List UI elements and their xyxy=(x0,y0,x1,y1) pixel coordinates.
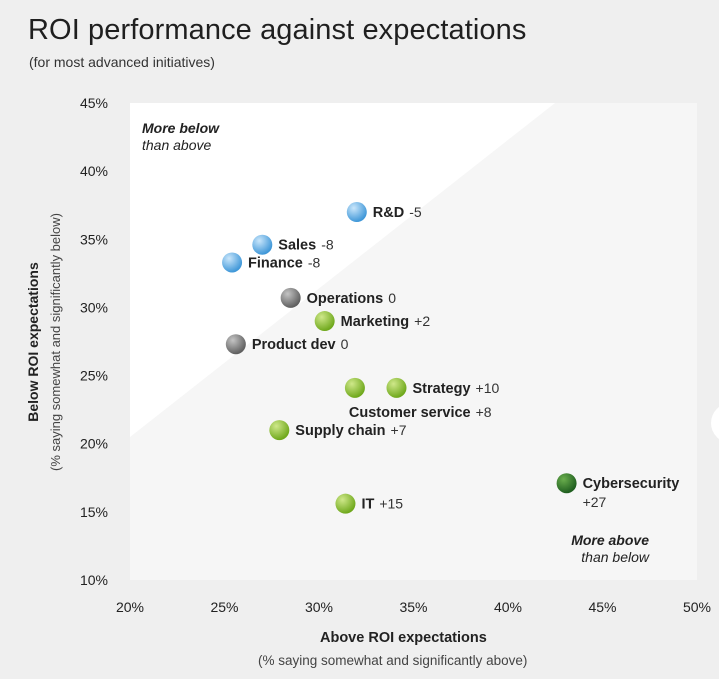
point-marker xyxy=(386,377,407,398)
point-finance: Finance -8 xyxy=(222,252,321,273)
y-tick-label: 45% xyxy=(80,95,108,111)
point-marker xyxy=(269,420,290,441)
x-tick-label: 25% xyxy=(210,599,238,615)
point-marker xyxy=(225,334,246,355)
y-tick-label: 10% xyxy=(80,572,108,588)
point-marker xyxy=(280,287,301,308)
y-tick-label: 15% xyxy=(80,504,108,520)
point-marker xyxy=(222,252,243,273)
point-product-dev: Product dev 0 xyxy=(225,334,349,355)
point-label: Customer service +8 xyxy=(349,404,492,421)
point-r-d: R&D -5 xyxy=(346,202,422,223)
point-label: IT +15 xyxy=(361,496,403,513)
point-customer-service: Customer service +8 xyxy=(344,377,492,421)
scroll-handle xyxy=(711,407,719,439)
point-label: R&D -5 xyxy=(373,204,422,221)
point-label: Sales -8 xyxy=(278,237,334,254)
x-axis-sublabel: (% saying somewhat and significantly abo… xyxy=(258,653,528,668)
point-label: Strategy +10 xyxy=(412,380,499,397)
annotation-bottom-right-line2: than below xyxy=(581,549,650,565)
x-axis-ticks: 20% 25% 30% 35% 40% 45% 50% xyxy=(116,599,711,615)
x-tick-label: 40% xyxy=(494,599,522,615)
point-label: Finance -8 xyxy=(248,254,320,271)
point-marker xyxy=(252,234,273,255)
point-cybersecurity: Cybersecurity +27 xyxy=(556,473,680,510)
y-tick-label: 35% xyxy=(80,231,108,247)
point-label: Operations 0 xyxy=(307,290,397,307)
x-tick-label: 45% xyxy=(588,599,616,615)
point-operations: Operations 0 xyxy=(280,287,397,308)
point-diff: +27 xyxy=(583,494,607,510)
point-strategy: Strategy +10 xyxy=(386,377,499,398)
point-marker xyxy=(314,311,335,332)
point-it: IT +15 xyxy=(335,493,403,514)
y-axis-ticks: 10% 15% 20% 25% 30% 35% 40% 45% xyxy=(80,95,108,588)
point-marker xyxy=(344,377,365,398)
chart-subtitle: (for most advanced initiatives) xyxy=(29,54,215,70)
point-marketing: Marketing +2 xyxy=(314,311,431,332)
point-label: Marketing +2 xyxy=(341,313,431,330)
y-axis-label: Below ROI expectations xyxy=(25,262,41,422)
point-label: Supply chain +7 xyxy=(295,422,406,439)
point-label: Cybersecurity xyxy=(583,476,680,492)
y-tick-label: 25% xyxy=(80,368,108,384)
x-axis-label: Above ROI expectations xyxy=(320,630,487,646)
x-tick-label: 20% xyxy=(116,599,144,615)
point-supply-chain: Supply chain +7 xyxy=(269,420,407,441)
y-tick-label: 40% xyxy=(80,163,108,179)
point-label: Product dev 0 xyxy=(252,336,349,353)
chart-title: ROI performance against expectations xyxy=(28,14,527,46)
x-tick-label: 35% xyxy=(399,599,427,615)
x-tick-label: 30% xyxy=(305,599,333,615)
y-tick-label: 20% xyxy=(80,436,108,452)
x-tick-label: 50% xyxy=(683,599,711,615)
point-marker xyxy=(556,473,577,494)
annotation-top-left-line2: than above xyxy=(142,137,211,153)
y-tick-label: 30% xyxy=(80,299,108,315)
y-axis-sublabel: (% saying somewhat and significantly bel… xyxy=(48,213,63,471)
annotation-bottom-right-line1: More above xyxy=(571,532,649,548)
point-marker xyxy=(335,493,356,514)
point-marker xyxy=(346,202,367,223)
annotation-top-left-line1: More below xyxy=(142,120,220,136)
point-sales: Sales -8 xyxy=(252,234,334,255)
